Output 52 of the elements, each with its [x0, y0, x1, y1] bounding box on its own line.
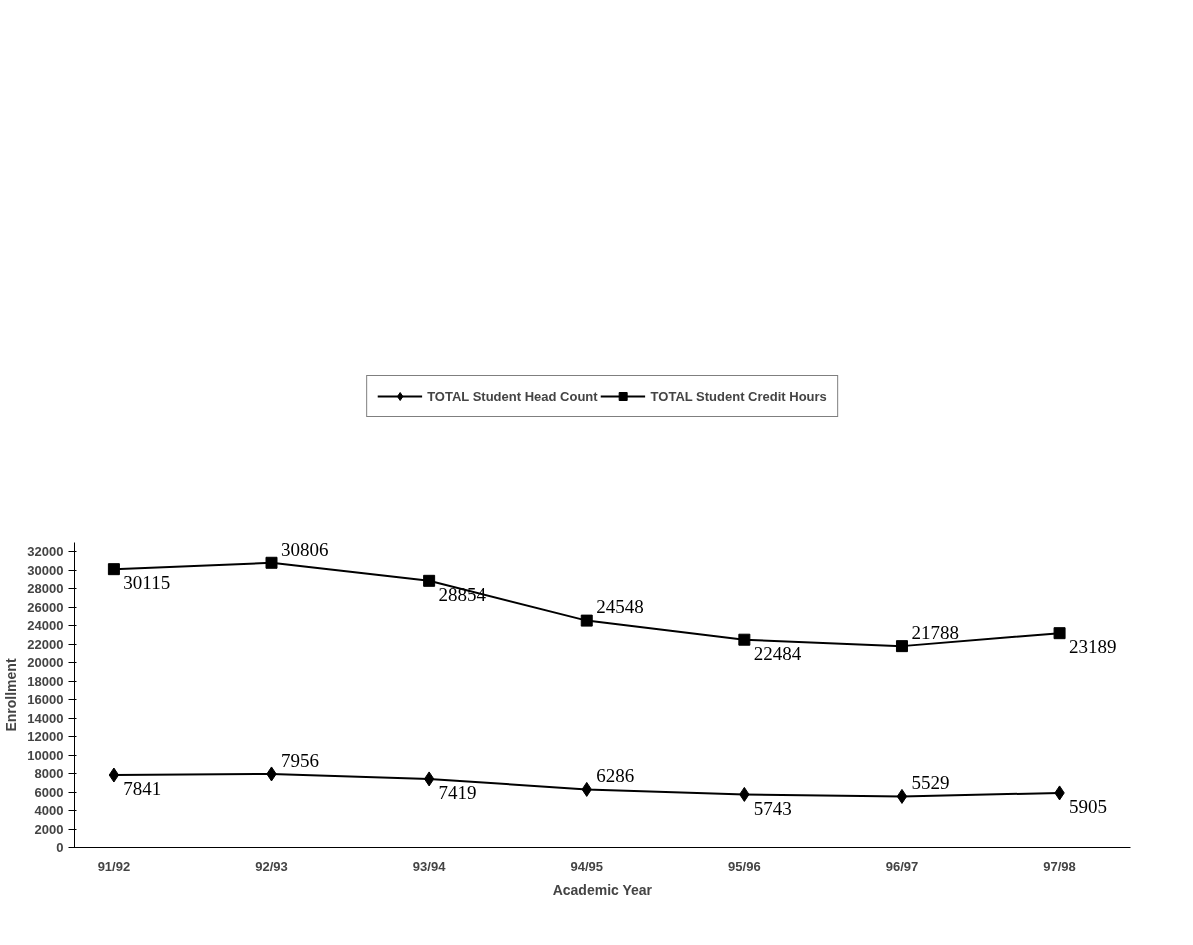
y-tick-label: 20000 — [27, 655, 64, 671]
point — [423, 574, 436, 587]
data-label: 23189 — [1069, 636, 1117, 658]
point — [580, 614, 593, 627]
point — [108, 767, 120, 783]
point — [896, 788, 908, 804]
y-tick-label: 8000 — [34, 766, 64, 782]
y-tick-label: 6000 — [34, 784, 64, 800]
data-label: 24548 — [596, 596, 644, 618]
y-tick-label: 12000 — [27, 729, 64, 745]
data-label: 7419 — [438, 782, 477, 804]
x-tick-label: 94/95 — [570, 858, 604, 874]
x-tick-label: 95/96 — [728, 858, 761, 874]
y-tick-label: 22000 — [27, 636, 64, 652]
y-tick-label: 0 — [56, 840, 64, 855]
y-tick-label: 4000 — [34, 803, 64, 819]
point — [738, 633, 751, 646]
y-tick-label: 32000 — [27, 544, 64, 560]
x-tick-label: 97/98 — [1043, 858, 1076, 874]
x-tick-label: 92/93 — [255, 858, 288, 874]
y-tick-label: 30000 — [27, 562, 64, 578]
y-tick-label: 16000 — [27, 692, 64, 708]
x-tick-label: 93/94 — [412, 858, 447, 874]
legend-label: TOTAL Student Head Count — [427, 388, 598, 404]
y-tick-label: 14000 — [27, 710, 64, 726]
y-tick-label: 2000 — [34, 821, 64, 837]
point — [895, 640, 908, 653]
y-tick-label: 10000 — [27, 747, 64, 763]
data-label: 7841 — [123, 778, 162, 800]
data-label: 30115 — [123, 572, 171, 594]
y-tick-label: 26000 — [27, 599, 64, 615]
y-tick-label: 18000 — [27, 673, 64, 689]
data-label: 28854 — [438, 584, 487, 606]
point — [1053, 627, 1066, 640]
data-label: 5905 — [1069, 796, 1108, 818]
x-tick-label: 91/92 — [97, 858, 131, 874]
point — [423, 771, 435, 787]
x-axis-title: Academic Year — [552, 881, 653, 898]
x-tick-label: 96/97 — [885, 858, 919, 874]
data-label: 30806 — [280, 538, 329, 560]
point — [107, 563, 120, 576]
data-label: 5743 — [753, 797, 792, 819]
data-label: 22484 — [753, 642, 802, 664]
data-label: 7956 — [280, 749, 319, 771]
y-axis-title: Enrollment — [3, 658, 20, 732]
data-label: 5529 — [911, 772, 950, 794]
y-tick-label: 28000 — [27, 581, 64, 597]
point — [265, 556, 278, 569]
data-label: 21788 — [911, 621, 959, 643]
data-label: 6286 — [596, 765, 635, 787]
legend-label: TOTAL Student Credit Hours — [650, 388, 827, 404]
y-tick-label: 24000 — [27, 618, 64, 634]
